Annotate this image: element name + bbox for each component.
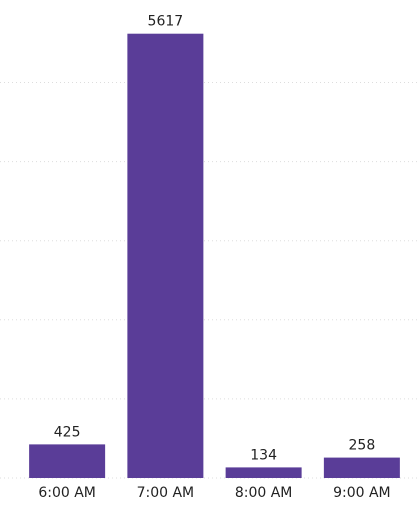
bar xyxy=(127,33,204,478)
x-tick-label: 9:00 AM xyxy=(333,485,391,501)
x-tick-label: 6:00 AM xyxy=(38,485,96,501)
bar xyxy=(225,467,302,478)
bar xyxy=(29,444,106,478)
bar xyxy=(323,457,400,478)
x-tick-label: 8:00 AM xyxy=(235,485,293,501)
x-tick-label: 7:00 AM xyxy=(137,485,195,501)
value-label: 425 xyxy=(54,424,81,440)
value-label: 258 xyxy=(349,438,376,454)
value-label: 5617 xyxy=(148,14,184,30)
value-label: 134 xyxy=(250,447,277,463)
